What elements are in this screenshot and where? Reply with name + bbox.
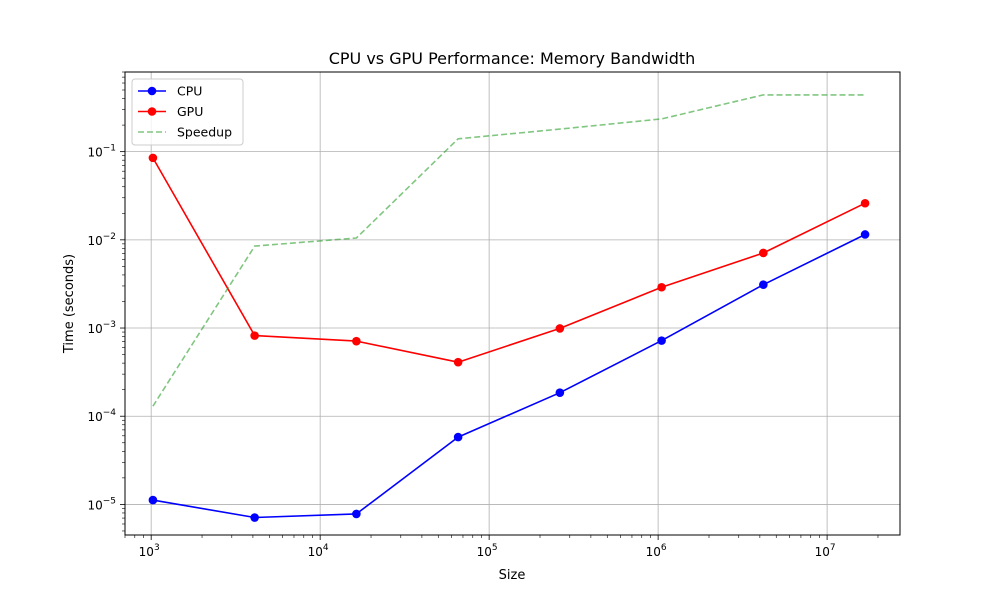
cpu-point — [250, 513, 259, 522]
gpu-point — [657, 282, 666, 292]
cpu-series-line — [152, 233, 866, 519]
x-tick-label: 106 — [646, 543, 667, 559]
gpu-point — [555, 324, 565, 333]
legend-gpu-label: GPU — [177, 104, 203, 119]
gpu-point — [148, 153, 158, 163]
gpu-point — [860, 198, 870, 208]
gpu-point — [453, 357, 463, 367]
cpu-point — [555, 388, 565, 397]
x-tick-label: 107 — [815, 543, 836, 559]
y-tick-label: 10−5 — [87, 496, 116, 512]
cpu-point — [453, 432, 463, 442]
chart-title: CPU vs GPU Performance: Memory Bandwidth — [329, 49, 696, 68]
gpu-point — [352, 336, 361, 346]
y-tick-label: 10−4 — [87, 408, 116, 424]
legend-cpu-marker — [147, 86, 157, 96]
y-axis: 10−5 10−4 10−3 10−2 10−1 — [87, 71, 125, 532]
x-axis: 103 104 105 106 107 — [124, 535, 879, 559]
gpu-series-line — [152, 157, 866, 364]
cpu-point — [657, 336, 666, 345]
x-tick-label: 103 — [139, 543, 160, 559]
cpu-point — [759, 280, 768, 289]
x-tick-label: 104 — [308, 543, 329, 559]
legend-cpu-label: CPU — [177, 84, 202, 99]
legend-gpu-marker — [147, 107, 157, 116]
x-tick-label: 105 — [477, 543, 498, 559]
gpu-point — [759, 248, 768, 258]
y-tick-label: 10−2 — [87, 232, 116, 248]
legend-box — [131, 78, 244, 146]
cpu-point — [148, 495, 158, 505]
y-tick-label: 10−3 — [87, 320, 116, 336]
grid — [125, 72, 900, 535]
legend-speedup-label: Speedup — [177, 125, 232, 140]
plot-frame — [124, 71, 901, 536]
cpu-point — [352, 509, 361, 519]
speedup-series-line — [152, 94, 866, 407]
x-axis-label: Size — [499, 568, 526, 583]
series-layer — [148, 94, 870, 522]
legend: CPU GPU Speedup — [131, 78, 244, 146]
gpu-point — [250, 331, 259, 340]
cpu-point — [860, 230, 870, 239]
y-tick-label: 10−1 — [87, 144, 116, 160]
y-axis-label: Time (seconds) — [62, 254, 77, 354]
